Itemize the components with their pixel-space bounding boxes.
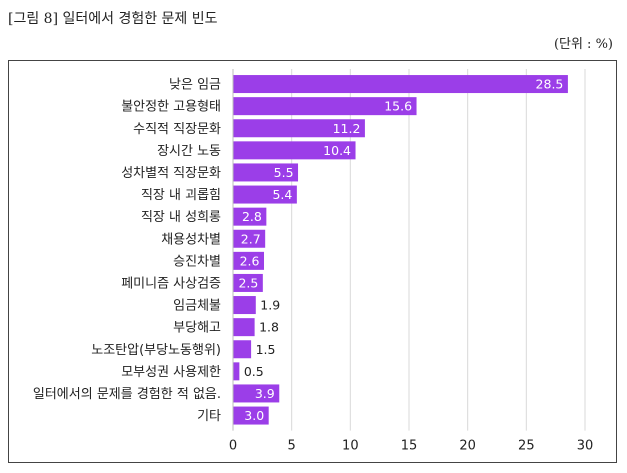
- x-tick-label: 15: [401, 439, 418, 454]
- bar: [233, 163, 299, 182]
- value-label: 28.5: [536, 77, 564, 92]
- chart-frame: 0 5 10 15 20 25 30 낮은 임금 28.5 불안정한 고용형태 15.6 수직적 직장…: [8, 60, 617, 463]
- value-label: 11.2: [333, 121, 361, 136]
- category-label: 기타: [197, 409, 221, 424]
- value-label: 2.6: [240, 253, 260, 268]
- category-label: 채용성차별: [161, 232, 221, 247]
- category-label: 임금체불: [173, 299, 221, 314]
- value-label: 1.5: [256, 342, 276, 357]
- value-label: 5.5: [274, 165, 294, 180]
- value-label: 1.8: [259, 320, 279, 335]
- value-label: 5.4: [272, 187, 292, 202]
- value-label: 3.9: [255, 386, 275, 401]
- value-label: 15.6: [384, 99, 412, 114]
- value-label: 10.4: [323, 143, 351, 158]
- category-label: 수직적 직장문화: [133, 122, 221, 137]
- bar: [233, 207, 267, 226]
- category-label: 낮은 임금: [169, 78, 221, 93]
- category-label: 직장 내 괴롭힘: [141, 188, 221, 203]
- value-label: 2.5: [238, 275, 258, 290]
- category-label: 부당해고: [173, 321, 221, 336]
- category-label: 직장 내 성희롱: [141, 210, 221, 225]
- category-label: 일터에서의 문제를 경험한 적 없음.: [33, 387, 221, 402]
- bar: [233, 229, 266, 248]
- x-tick-label: 20: [459, 439, 476, 454]
- bar: [233, 406, 269, 425]
- figure-title: [그림 8] 일터에서 경험한 문제 빈도: [8, 11, 218, 27]
- bar: [233, 384, 280, 403]
- value-label: 0.5: [244, 364, 264, 379]
- category-label: 장시간 노동: [157, 144, 221, 159]
- category-label: 모부성권 사용제한: [121, 365, 221, 380]
- bar: [233, 273, 263, 292]
- bar: [233, 340, 252, 359]
- x-tick-label: 10: [342, 439, 359, 454]
- bar-chart: 0 5 10 15 20 25 30 낮은 임금 28.5 불안정한 고용형태 15.6 수직적 직장…: [33, 69, 594, 454]
- x-tick-label: 30: [577, 439, 594, 454]
- value-label: 2.7: [241, 231, 261, 246]
- bar: [233, 251, 265, 270]
- category-label: 불안정한 고용형태: [121, 100, 221, 115]
- bar: [233, 97, 417, 116]
- bar: [233, 185, 297, 204]
- bar: [233, 141, 356, 160]
- value-label: 1.9: [260, 298, 280, 313]
- x-tick-label: 25: [518, 439, 535, 454]
- category-label: 노조탄압(부당노동행위): [91, 342, 221, 358]
- bar: [233, 296, 256, 315]
- bar: [233, 75, 568, 94]
- bar: [233, 119, 365, 138]
- bar: [233, 318, 255, 337]
- x-tick-label: 0: [229, 439, 237, 454]
- x-tick-label: 5: [288, 439, 296, 454]
- unit-note: (단위 : %): [553, 37, 613, 52]
- category-label: 성차별적 직장문화: [121, 166, 221, 181]
- value-label: 2.8: [242, 209, 262, 224]
- value-label: 3.0: [244, 408, 264, 423]
- category-label: 승진차별: [173, 254, 221, 269]
- category-label: 페미니즘 사상검증: [121, 276, 221, 291]
- bar: [233, 362, 240, 381]
